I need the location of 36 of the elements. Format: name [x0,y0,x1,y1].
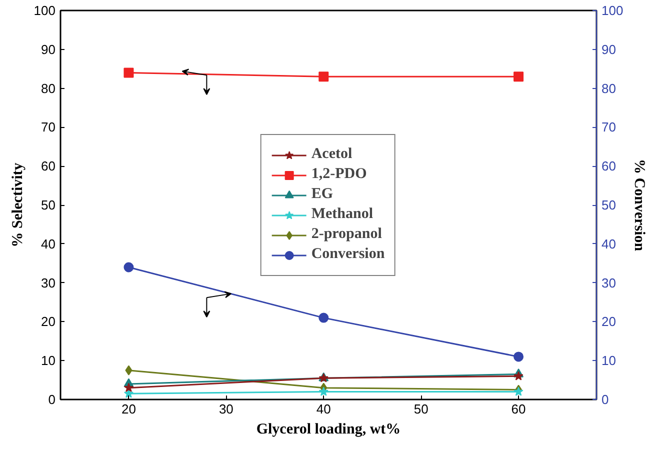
y-tick-label: 70 [41,120,56,135]
legend-label: EG [311,186,334,204]
x-tick-label: 50 [414,402,428,416]
y2-tick-label: 30 [602,275,616,290]
y2-tick-label: 40 [602,236,616,252]
y-tick-label: 20 [41,314,56,330]
y2-tick-label: 20 [602,314,616,330]
y2-tick-label: 50 [602,198,616,212]
legend-label: Conversion [311,246,385,264]
y-tick-label: 60 [41,158,56,174]
y-tick-label: 90 [41,42,56,57]
y-tick-label: 10 [41,353,56,368]
y-tick-label: 80 [41,80,56,96]
y2-tick-label: 100 [602,3,624,18]
x-axis-title: Glycerol loading, wt% [256,422,401,438]
y-axis-title: % Selectivity [10,162,26,248]
x-tick-label: 20 [121,402,136,416]
y2-tick-label: 0 [602,392,609,407]
y2-tick-label: 80 [602,80,616,96]
y2-tick-label: 90 [602,42,616,57]
legend-label: Acetol [311,146,352,164]
y2-tick-label: 10 [602,353,616,368]
legend-label: 2-propanol [311,226,382,244]
y-tick-label: 100 [34,3,56,18]
y-tick-label: 50 [41,198,56,212]
y-tick-label: 30 [41,275,56,290]
y-tick-label: 40 [41,236,56,252]
y2-tick-label: 70 [602,120,616,135]
y2-tick-label: 60 [602,158,616,174]
x-tick-label: 60 [511,402,526,416]
x-tick-label: 40 [316,402,331,416]
legend-label: Methanol [311,206,373,224]
legend-label: 1,2-PDO [311,166,367,184]
y-tick-label: 0 [48,392,56,407]
y2-axis-title: % Conversion [631,158,648,252]
x-tick-label: 30 [218,402,234,416]
